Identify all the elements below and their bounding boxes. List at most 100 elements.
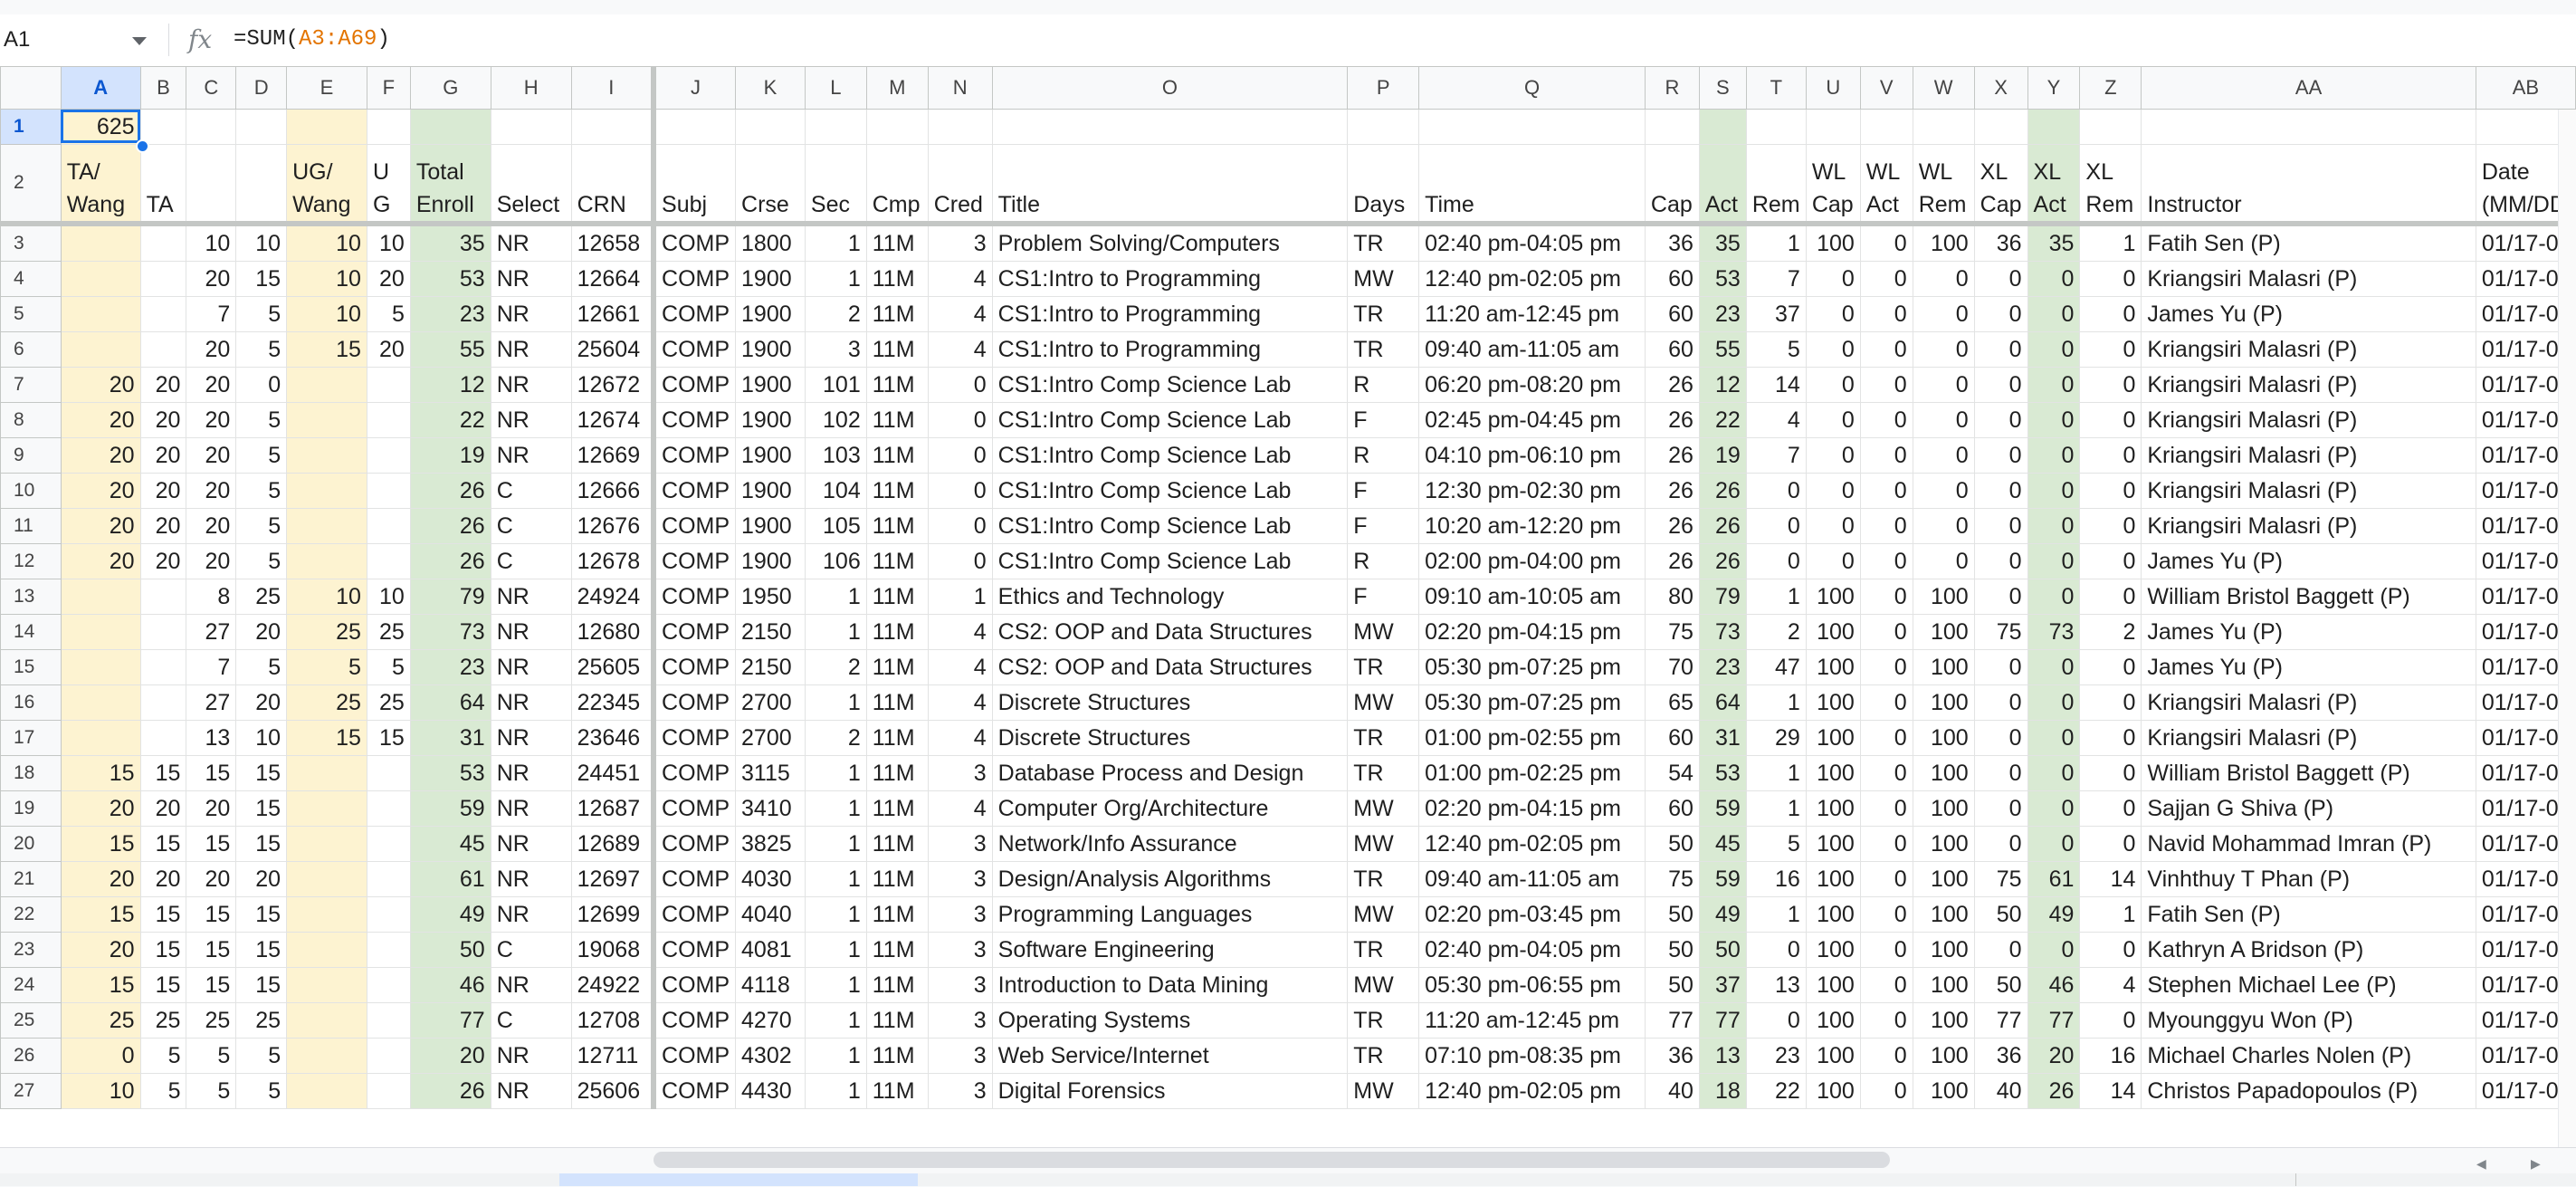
cell-y[interactable]: 77 — [2027, 1002, 2081, 1039]
header-cell-x[interactable]: XL Cap — [1973, 144, 2028, 226]
cell-aa[interactable]: Christos Papadopoulos (P) — [2141, 1073, 2476, 1109]
cell-n[interactable]: 3 — [927, 1038, 993, 1074]
cell-x[interactable]: 0 — [1973, 684, 2028, 721]
cell-w[interactable]: 0 — [1912, 296, 1975, 332]
cell-d[interactable]: 5 — [235, 331, 288, 368]
cell-e[interactable] — [286, 1038, 367, 1074]
cell-r[interactable]: 70 — [1644, 649, 1700, 685]
cell-c[interactable]: 20 — [186, 473, 237, 509]
cell-q[interactable]: 01:00 pm-02:25 pm — [1418, 755, 1646, 791]
cell-o[interactable]: Ethics and Technology — [991, 579, 1349, 615]
row-header[interactable]: 11 — [0, 508, 62, 544]
cell-aa[interactable]: Fatih Sen (P) — [2141, 896, 2476, 933]
cell-p[interactable]: F — [1347, 473, 1420, 509]
cell-h[interactable]: NR — [490, 261, 572, 297]
cell-g[interactable]: 53 — [409, 261, 491, 297]
cell-aa[interactable]: James Yu (P) — [2141, 543, 2476, 579]
cell-d[interactable]: 5 — [235, 402, 288, 438]
cell-y[interactable]: 0 — [2027, 720, 2081, 756]
cell-j[interactable]: COMP — [653, 1038, 737, 1074]
cell-h[interactable]: NR — [490, 684, 572, 721]
cell-b[interactable] — [139, 223, 187, 262]
cell-k[interactable]: 4118 — [735, 967, 806, 1003]
row-header[interactable]: 12 — [0, 543, 62, 579]
cell-c[interactable]: 20 — [186, 543, 237, 579]
cell-c[interactable]: 8 — [186, 579, 237, 615]
cell-z[interactable]: 1 — [2079, 896, 2142, 933]
cell-k[interactable]: 1900 — [735, 473, 806, 509]
cell-g[interactable]: 55 — [409, 331, 491, 368]
cell-i[interactable]: 25605 — [570, 649, 657, 685]
cell-o[interactable]: CS1:Intro to Programming — [991, 261, 1349, 297]
cell-w1[interactable] — [1912, 109, 1975, 145]
cell-i[interactable]: 23646 — [570, 720, 657, 756]
cell-k[interactable]: 4081 — [735, 932, 806, 968]
cell-w[interactable]: 0 — [1912, 331, 1975, 368]
header-cell-m[interactable]: Cmp — [865, 144, 929, 226]
cell-h[interactable]: NR — [490, 1073, 572, 1109]
cell-c[interactable]: 15 — [186, 896, 237, 933]
cell-f[interactable]: 5 — [366, 296, 411, 332]
cell-a[interactable]: 20 — [60, 437, 141, 474]
cell-z[interactable]: 0 — [2079, 684, 2142, 721]
header-cell-s[interactable]: Act — [1698, 144, 1747, 226]
cell-b[interactable] — [139, 649, 187, 685]
cell-z[interactable]: 4 — [2079, 967, 2142, 1003]
cell-l[interactable]: 1 — [804, 261, 867, 297]
cell-f[interactable]: 10 — [366, 579, 411, 615]
cell-w[interactable]: 0 — [1912, 402, 1975, 438]
cell-h[interactable]: C — [490, 508, 572, 544]
cell-d[interactable]: 5 — [235, 543, 288, 579]
cell-d1[interactable] — [235, 109, 288, 145]
column-header-c[interactable]: C — [186, 66, 237, 110]
select-all-corner[interactable] — [0, 66, 62, 110]
header-cell-j[interactable]: Subj — [653, 144, 737, 226]
cell-n[interactable]: 4 — [927, 790, 993, 827]
column-header-k[interactable]: K — [735, 66, 806, 110]
cell-n[interactable]: 3 — [927, 967, 993, 1003]
cell-p[interactable]: TR — [1347, 861, 1420, 897]
header-cell-n[interactable]: Cred — [927, 144, 993, 226]
cell-w[interactable]: 100 — [1912, 1073, 1975, 1109]
cell-i1[interactable] — [570, 109, 657, 145]
cell-i[interactable]: 12687 — [570, 790, 657, 827]
cell-p[interactable]: TR — [1347, 296, 1420, 332]
cell-aa[interactable]: Kriangsiri Malasri (P) — [2141, 684, 2476, 721]
cell-u[interactable]: 100 — [1805, 579, 1861, 615]
cell-m[interactable]: 11M — [865, 331, 929, 368]
cell-c[interactable]: 20 — [186, 861, 237, 897]
cell-w[interactable]: 100 — [1912, 790, 1975, 827]
cell-k[interactable]: 2700 — [735, 684, 806, 721]
cell-u[interactable]: 100 — [1805, 684, 1861, 721]
cell-c[interactable]: 20 — [186, 790, 237, 827]
column-header-b[interactable]: B — [139, 66, 187, 110]
cell-q[interactable]: 12:40 pm-02:05 pm — [1418, 826, 1646, 862]
row-header[interactable]: 7 — [0, 367, 62, 403]
cell-y[interactable]: 0 — [2027, 684, 2081, 721]
cell-b[interactable]: 25 — [139, 1002, 187, 1039]
cell-p[interactable]: MW — [1347, 790, 1420, 827]
cell-o[interactable]: CS1:Intro Comp Science Lab — [991, 508, 1349, 544]
cell-k[interactable]: 1900 — [735, 261, 806, 297]
cell-x[interactable]: 0 — [1973, 367, 2028, 403]
cell-b[interactable] — [139, 720, 187, 756]
cell-aa1[interactable] — [2141, 109, 2476, 145]
cell-a[interactable]: 20 — [60, 861, 141, 897]
cell-n[interactable]: 0 — [927, 437, 993, 474]
cell-o[interactable]: Design/Analysis Algorithms — [991, 861, 1349, 897]
cell-y[interactable]: 0 — [2027, 296, 2081, 332]
cell-o1[interactable] — [991, 109, 1349, 145]
cell-m[interactable]: 11M — [865, 508, 929, 544]
cell-m[interactable]: 11M — [865, 720, 929, 756]
cell-w[interactable]: 100 — [1912, 579, 1975, 615]
cell-x[interactable]: 0 — [1973, 720, 2028, 756]
cell-c[interactable]: 27 — [186, 614, 237, 650]
header-cell-z[interactable]: XL Rem — [2079, 144, 2142, 226]
cell-t[interactable]: 0 — [1745, 932, 1807, 968]
cell-h[interactable]: NR — [490, 331, 572, 368]
cell-e[interactable]: 10 — [286, 261, 367, 297]
cell-d[interactable]: 25 — [235, 579, 288, 615]
cell-r[interactable]: 26 — [1644, 508, 1700, 544]
cell-w[interactable]: 0 — [1912, 261, 1975, 297]
cell-d[interactable]: 25 — [235, 1002, 288, 1039]
